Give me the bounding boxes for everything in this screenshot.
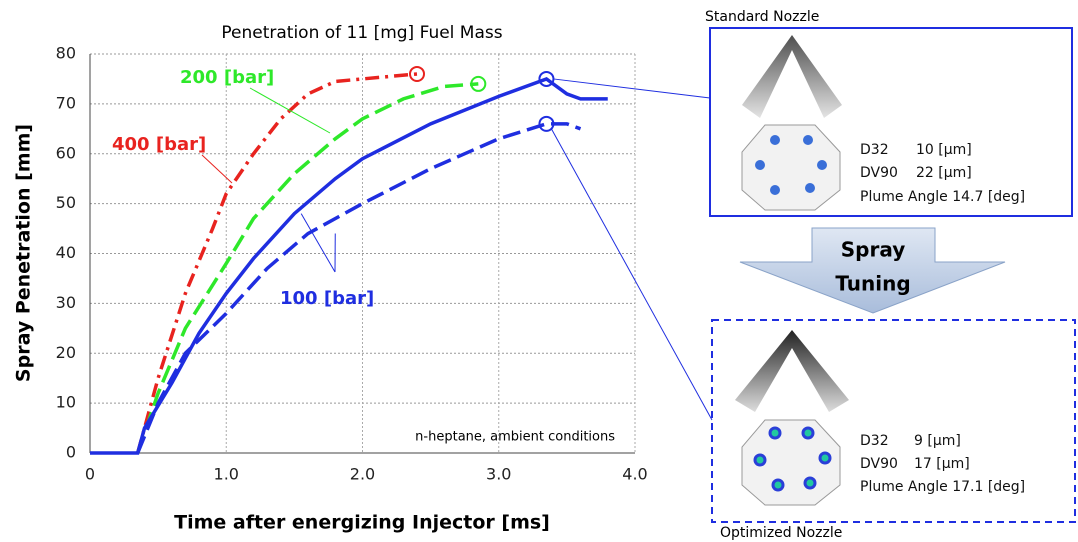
y-tick-label: 0 <box>66 443 76 462</box>
y-tick-label: 70 <box>56 93 76 112</box>
end-marker <box>409 65 425 82</box>
tuning-arrow <box>739 227 1006 314</box>
y-tick-label: 80 <box>56 44 76 63</box>
panel-title: Optimized Nozzle <box>720 525 842 541</box>
holes <box>753 426 832 492</box>
spec-plume: Plume Angle 17.1 [deg] <box>860 479 1025 495</box>
spec-plume: Plume Angle 14.7 [deg] <box>860 189 1025 205</box>
series-line <box>135 72 418 454</box>
series-label: 400 [bar] <box>112 134 206 155</box>
x-tick-label: 0 <box>85 465 95 484</box>
series-label: 100 [bar] <box>280 288 374 309</box>
spec-label: DV90 <box>860 165 898 181</box>
spray-image <box>735 330 849 412</box>
optimized-panel: D32 9 [µm] DV90 17 [µm] Plume Angle 17.1… <box>711 319 1076 541</box>
leader-line <box>201 154 233 184</box>
leader-line <box>300 213 336 273</box>
connector <box>550 128 713 421</box>
y-tick-label: 30 <box>56 293 76 312</box>
y-tick-label: 20 <box>56 343 76 362</box>
note: n-heptane, ambient conditions <box>415 430 615 445</box>
x-axis-label: Time after energizing Injector [ms] <box>174 512 550 534</box>
panel-title: Standard Nozzle <box>705 9 819 25</box>
x-tick-label: 1.0 <box>214 465 239 484</box>
spec-value: 22 [µm] <box>916 165 972 181</box>
spec-value: 17 [µm] <box>914 456 970 472</box>
standard-panel: Standard Nozzle D32 10 [µm] DV90 22 [µm]… <box>705 9 1073 217</box>
arrow-label: Spray <box>841 238 906 262</box>
hole-pattern <box>741 124 841 211</box>
y-tick-label: 10 <box>56 393 76 412</box>
x-tick-label: 4.0 <box>622 465 647 484</box>
y-tick-label: 60 <box>56 143 76 162</box>
connector <box>553 78 711 99</box>
series-label: 200 [bar] <box>180 67 274 88</box>
series-line <box>136 122 582 454</box>
y-tick-label: 40 <box>56 243 76 262</box>
x-tick-label: 3.0 <box>486 465 511 484</box>
end-marker <box>538 115 555 132</box>
end-marker <box>470 75 487 92</box>
leader-line <box>249 87 331 134</box>
arrow-label: Tuning <box>835 272 910 296</box>
spec-label: DV90 <box>860 456 898 472</box>
spray-image <box>742 35 842 118</box>
panel-box <box>709 27 1073 217</box>
spec-value: 10 [µm] <box>916 142 972 158</box>
chart-title: Penetration of 11 [mg] Fuel Mass <box>221 23 502 43</box>
spec-value: 9 [µm] <box>914 433 961 449</box>
spec-label: D32 <box>860 142 889 158</box>
holes <box>755 135 827 195</box>
y-axis-label: Spray Penetration [mm] <box>13 124 35 382</box>
panel-box <box>711 319 1076 523</box>
y-tick-label: 50 <box>56 193 76 212</box>
spec-label: D32 <box>860 433 889 449</box>
x-tick-label: 2.0 <box>350 465 375 484</box>
series-line <box>136 82 479 454</box>
